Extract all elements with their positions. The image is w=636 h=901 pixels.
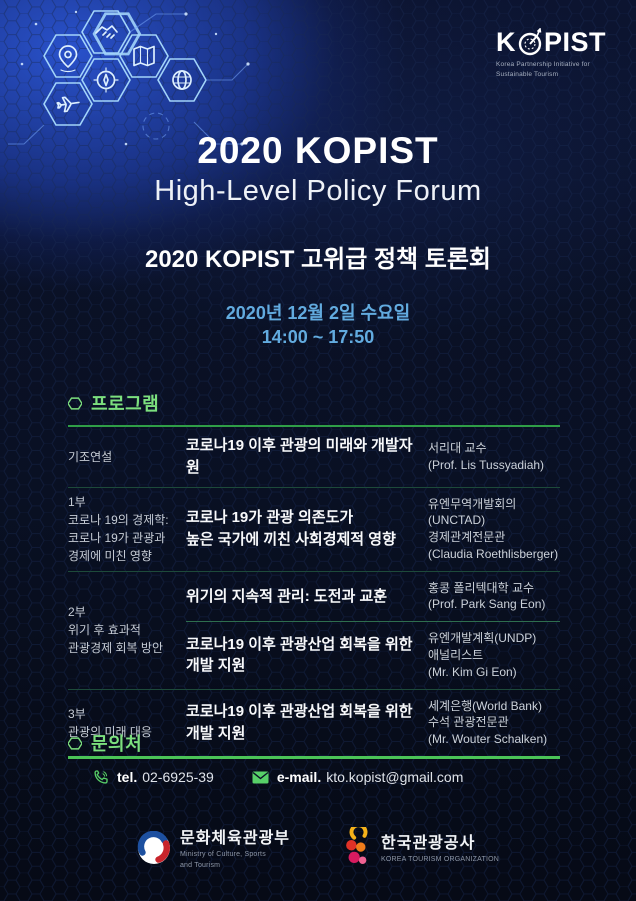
speaker-text: 홍콩 폴리텍대학 교수 (Prof. Park Sang Eon) xyxy=(428,580,546,612)
speaker-text: 세계은행(World Bank) 수석 관광전문관 (Mr. Wouter Sc… xyxy=(428,698,548,747)
session-label: 1부 코로나 19의 경제학: 코로나 19가 관광과 경제에 미친 영향 xyxy=(68,495,169,564)
session-label: 기조연설 xyxy=(68,449,113,464)
kto-subtitle: KOREA TOURISM ORGANIZATION xyxy=(381,856,500,864)
mcst-name: 문화체육관광부 xyxy=(179,830,291,847)
kto-emblem-icon xyxy=(346,826,368,864)
program-heading: 프로그램 xyxy=(91,394,160,414)
topic-text: 코로나19 이후 관광산업 회복을 위한 개발 지원 xyxy=(186,703,413,742)
program-row-part2: 2부 위기 후 효과적 관광경제 회복 방안 위기의 지속적 관리: 도전과 교… xyxy=(68,572,560,690)
program-row-part3: 3부 관광의 미래 대응 코로나19 이후 관광산업 회복을 위한 개발 지원 … xyxy=(68,690,560,756)
topic-text: 코로나19 이후 관광산업 회복을 위한 개발 지원 xyxy=(186,635,413,675)
kopist-logo: K PIST Korea Partnership Initiative for … xyxy=(496,28,606,80)
mcst-logo: 문화체육관광부 Ministry of Culture, Sports and … xyxy=(137,824,290,871)
contact-heading: 문의처 xyxy=(91,734,143,754)
location-pin-icon xyxy=(58,45,78,73)
globe-icon xyxy=(172,70,192,90)
kto-name: 한국관광공사 xyxy=(381,835,476,853)
email-label: e-mail. xyxy=(276,769,322,785)
session-label: 2부 위기 후 효과적 관광경제 회복 방안 xyxy=(68,605,163,656)
kopist-wordmark: K PIST xyxy=(496,28,606,56)
program-top-divider xyxy=(68,425,560,427)
title-korean: 2020 KOPIST 고위급 정책 토론회 xyxy=(144,246,492,273)
handshake-icon xyxy=(95,25,118,39)
contact-section: 문의처 tel. 02-6925-39 e-mail. kto.kopist@g… xyxy=(68,730,560,785)
airplane-icon xyxy=(56,96,80,113)
footer-logos: 문화체육관광부 Ministry of Culture, Sports and … xyxy=(0,824,636,871)
hexagon-bullet-icon xyxy=(68,396,82,410)
session-label: 3부 관광의 미래 대응 xyxy=(68,706,152,739)
mcst-subtitle: Ministry of Culture, Sports and Tourism xyxy=(179,851,266,869)
event-date: 2020년 12월 2일 수요일 xyxy=(225,303,411,323)
speaker-text: 유엔무역개발회의(UNCTAD) 경제관계전문관 (Claudia Roethl… xyxy=(428,496,559,561)
map-icon xyxy=(133,45,155,67)
mcst-emblem-icon xyxy=(137,830,170,864)
tourism-icons-decoration xyxy=(8,10,250,146)
compass-icon xyxy=(93,67,119,93)
kopist-wordmark-k: K xyxy=(496,26,516,57)
email-icon xyxy=(252,771,269,784)
tel-value: 02-6925-39 xyxy=(142,769,214,785)
program-row-part1: 1부 코로나 19의 경제학: 코로나 19가 관광과 경제에 미친 영향 코로… xyxy=(68,488,560,572)
topic-text: 위기의 지속적 관리: 도전과 교훈 xyxy=(186,587,388,605)
kopist-tagline: Korea Partnership Initiative for Sustain… xyxy=(496,61,590,78)
tel-label: tel. xyxy=(117,769,138,785)
speaker-text: 유엔개발계획(UNDP) 애널리스트 (Mr. Kim Gi Eon) xyxy=(428,631,537,679)
topic-text: 코로나 19가 관광 의존도가 높은 국가에 끼친 사회경제적 영향 xyxy=(186,509,396,549)
program-row-keynote: 기조연설 코로나19 이후 관광의 미래와 개발자원 서리대 교수 (Prof.… xyxy=(68,427,560,488)
email-value: kto.kopist@gmail.com xyxy=(326,769,464,785)
topic-text: 코로나19 이후 관광의 미래와 개발자원 xyxy=(186,437,413,476)
kto-logo: 한국관광공사 KOREA TOURISM ORGANIZATION xyxy=(342,826,500,869)
program-section: 프로그램 기조연설 코로나19 이후 관광의 미래와 개발자원 서리대 교수 (… xyxy=(68,390,560,760)
kopist-wordmark-pist: PIST xyxy=(543,26,606,57)
title-english-line1: 2020 KOPIST xyxy=(197,130,439,171)
program-bottom-divider xyxy=(68,756,560,760)
hexagon-bullet-icon xyxy=(68,736,82,750)
kopist-compass-icon xyxy=(518,28,542,56)
speaker-text: 서리대 교수 (Prof. Lis Tussyadiah) xyxy=(428,440,545,472)
title-english-line2: High-Level Policy Forum xyxy=(154,175,482,207)
event-time: 14:00 ~ 17:50 xyxy=(261,327,375,348)
phone-icon xyxy=(93,769,109,785)
hexagon-outline xyxy=(92,12,142,56)
